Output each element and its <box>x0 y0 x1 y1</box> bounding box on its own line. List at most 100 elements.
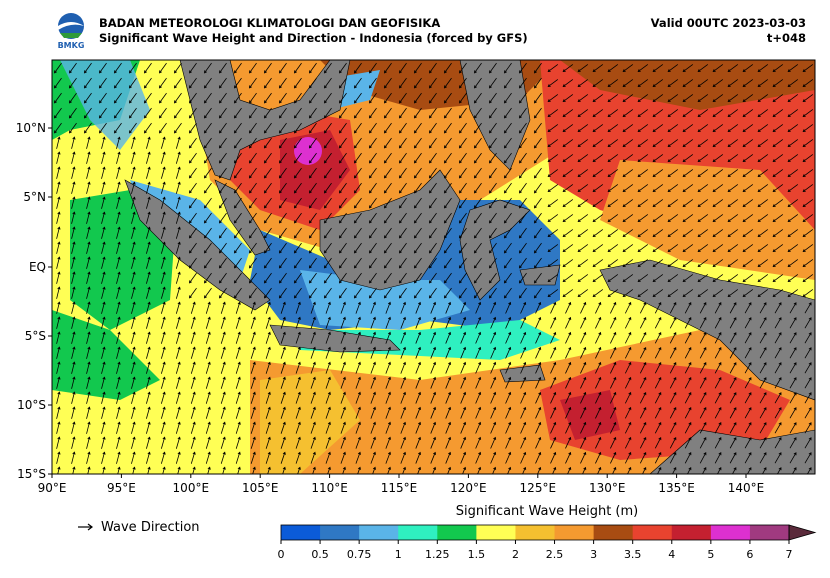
wave-arrow <box>175 391 181 404</box>
wave-arrow <box>577 274 589 283</box>
wave-arrow <box>667 139 679 148</box>
wave-arrow <box>697 139 709 148</box>
wave-arrow <box>144 62 152 74</box>
wave-arrow <box>429 152 437 164</box>
wave-arrow <box>116 391 121 404</box>
wave-arrow <box>369 272 377 284</box>
wave-arrow <box>607 199 619 208</box>
wave-arrow <box>146 361 151 374</box>
wave-arrow <box>324 257 332 269</box>
wave-arrow <box>787 274 799 283</box>
wave-arrow <box>250 331 256 344</box>
wave-arrow <box>520 316 527 329</box>
wave-arrow <box>474 287 482 299</box>
wave-arrow <box>759 332 767 344</box>
wave-arrow <box>249 212 257 224</box>
wave-arrow <box>399 242 407 254</box>
wave-arrow <box>657 466 662 474</box>
wave-arrow <box>219 152 227 164</box>
wave-arrow <box>414 182 422 194</box>
wave-arrow <box>86 196 91 209</box>
wave-arrow <box>565 451 572 464</box>
wave-arrow <box>475 361 482 374</box>
wave-arrow <box>414 212 422 224</box>
wave-arrow <box>565 391 572 404</box>
wave-arrow <box>295 406 301 419</box>
wave-arrow <box>712 244 724 253</box>
wave-arrow <box>175 271 181 284</box>
wave-arrow <box>235 436 241 449</box>
wave-arrow <box>624 436 632 449</box>
wave-arrow <box>639 436 647 449</box>
wave-arrow <box>429 257 437 269</box>
wave-arrow <box>697 274 709 283</box>
wave-arrow <box>534 62 542 74</box>
wave-arrow <box>114 77 122 89</box>
wave-arrow <box>295 331 301 344</box>
wave-arrow <box>207 466 211 474</box>
wave-arrow <box>712 169 724 178</box>
wave-arrow <box>294 182 302 194</box>
wave-arrow <box>101 136 106 149</box>
wave-arrow <box>744 317 752 329</box>
wave-arrow <box>652 169 664 178</box>
wave-arrow <box>430 436 437 449</box>
wave-arrow <box>146 181 151 194</box>
axis-labels: 10°N 5°N EQ 5°S 10°S 15°S90°E 95°E 100°E 105°E 11… <box>16 121 765 495</box>
wave-arrow <box>772 184 784 193</box>
wave-arrow <box>727 154 739 163</box>
wave-arrow <box>264 107 272 119</box>
wave-arrow <box>384 92 392 104</box>
wave-arrow <box>370 346 376 359</box>
wave-arrow <box>131 241 136 254</box>
wave-arrow <box>607 244 619 253</box>
wave-arrow <box>369 122 377 134</box>
wave-arrow <box>774 437 782 449</box>
wave-arrow <box>684 332 692 344</box>
wave-arrow <box>370 406 376 419</box>
wave-arrow <box>310 361 316 374</box>
wave-arrow <box>547 184 559 193</box>
wave-arrow <box>101 196 106 209</box>
wave-arrow <box>607 64 619 73</box>
wave-arrow <box>235 391 241 404</box>
wave-arrow <box>384 212 392 224</box>
wave-arrow <box>459 287 467 299</box>
wave-arrow <box>474 107 482 119</box>
wave-arrow <box>460 346 467 359</box>
wave-arrow <box>294 122 302 134</box>
wave-arrow <box>399 182 407 194</box>
wave-arrow <box>789 437 797 449</box>
wave-arrow <box>519 152 527 164</box>
wave-arrow <box>592 184 604 193</box>
wave-arrow <box>249 167 257 179</box>
wave-arrow <box>577 229 589 238</box>
wave-arrow <box>175 346 181 359</box>
wave-arrow <box>550 301 557 314</box>
wave-arrow <box>744 302 752 314</box>
wave-arrow <box>742 289 754 298</box>
wave-arrow <box>175 421 181 434</box>
wave-arrow <box>310 346 316 359</box>
wave-arrow <box>744 392 752 404</box>
wave-arrow <box>577 289 589 298</box>
wave-arrow <box>547 109 559 118</box>
wave-arrow <box>160 256 166 269</box>
wave-arrow <box>99 122 107 134</box>
wave-arrow <box>86 241 91 254</box>
wave-arrow <box>622 94 634 103</box>
lat-label: 15°S <box>17 467 46 481</box>
wave-arrow <box>71 286 76 299</box>
wave-arrow <box>219 197 227 209</box>
wave-arrow <box>160 196 166 209</box>
wave-arrow <box>220 406 226 419</box>
wave-arrow <box>54 77 62 89</box>
wave-arrow <box>369 182 377 194</box>
wave-arrow <box>116 256 121 269</box>
wave-arrow <box>669 316 677 329</box>
wave-arrow <box>682 289 694 298</box>
wave-arrow <box>489 137 497 149</box>
wave-arrow <box>624 316 632 329</box>
wave-arrow <box>787 109 799 118</box>
wave-arrow <box>652 289 664 298</box>
